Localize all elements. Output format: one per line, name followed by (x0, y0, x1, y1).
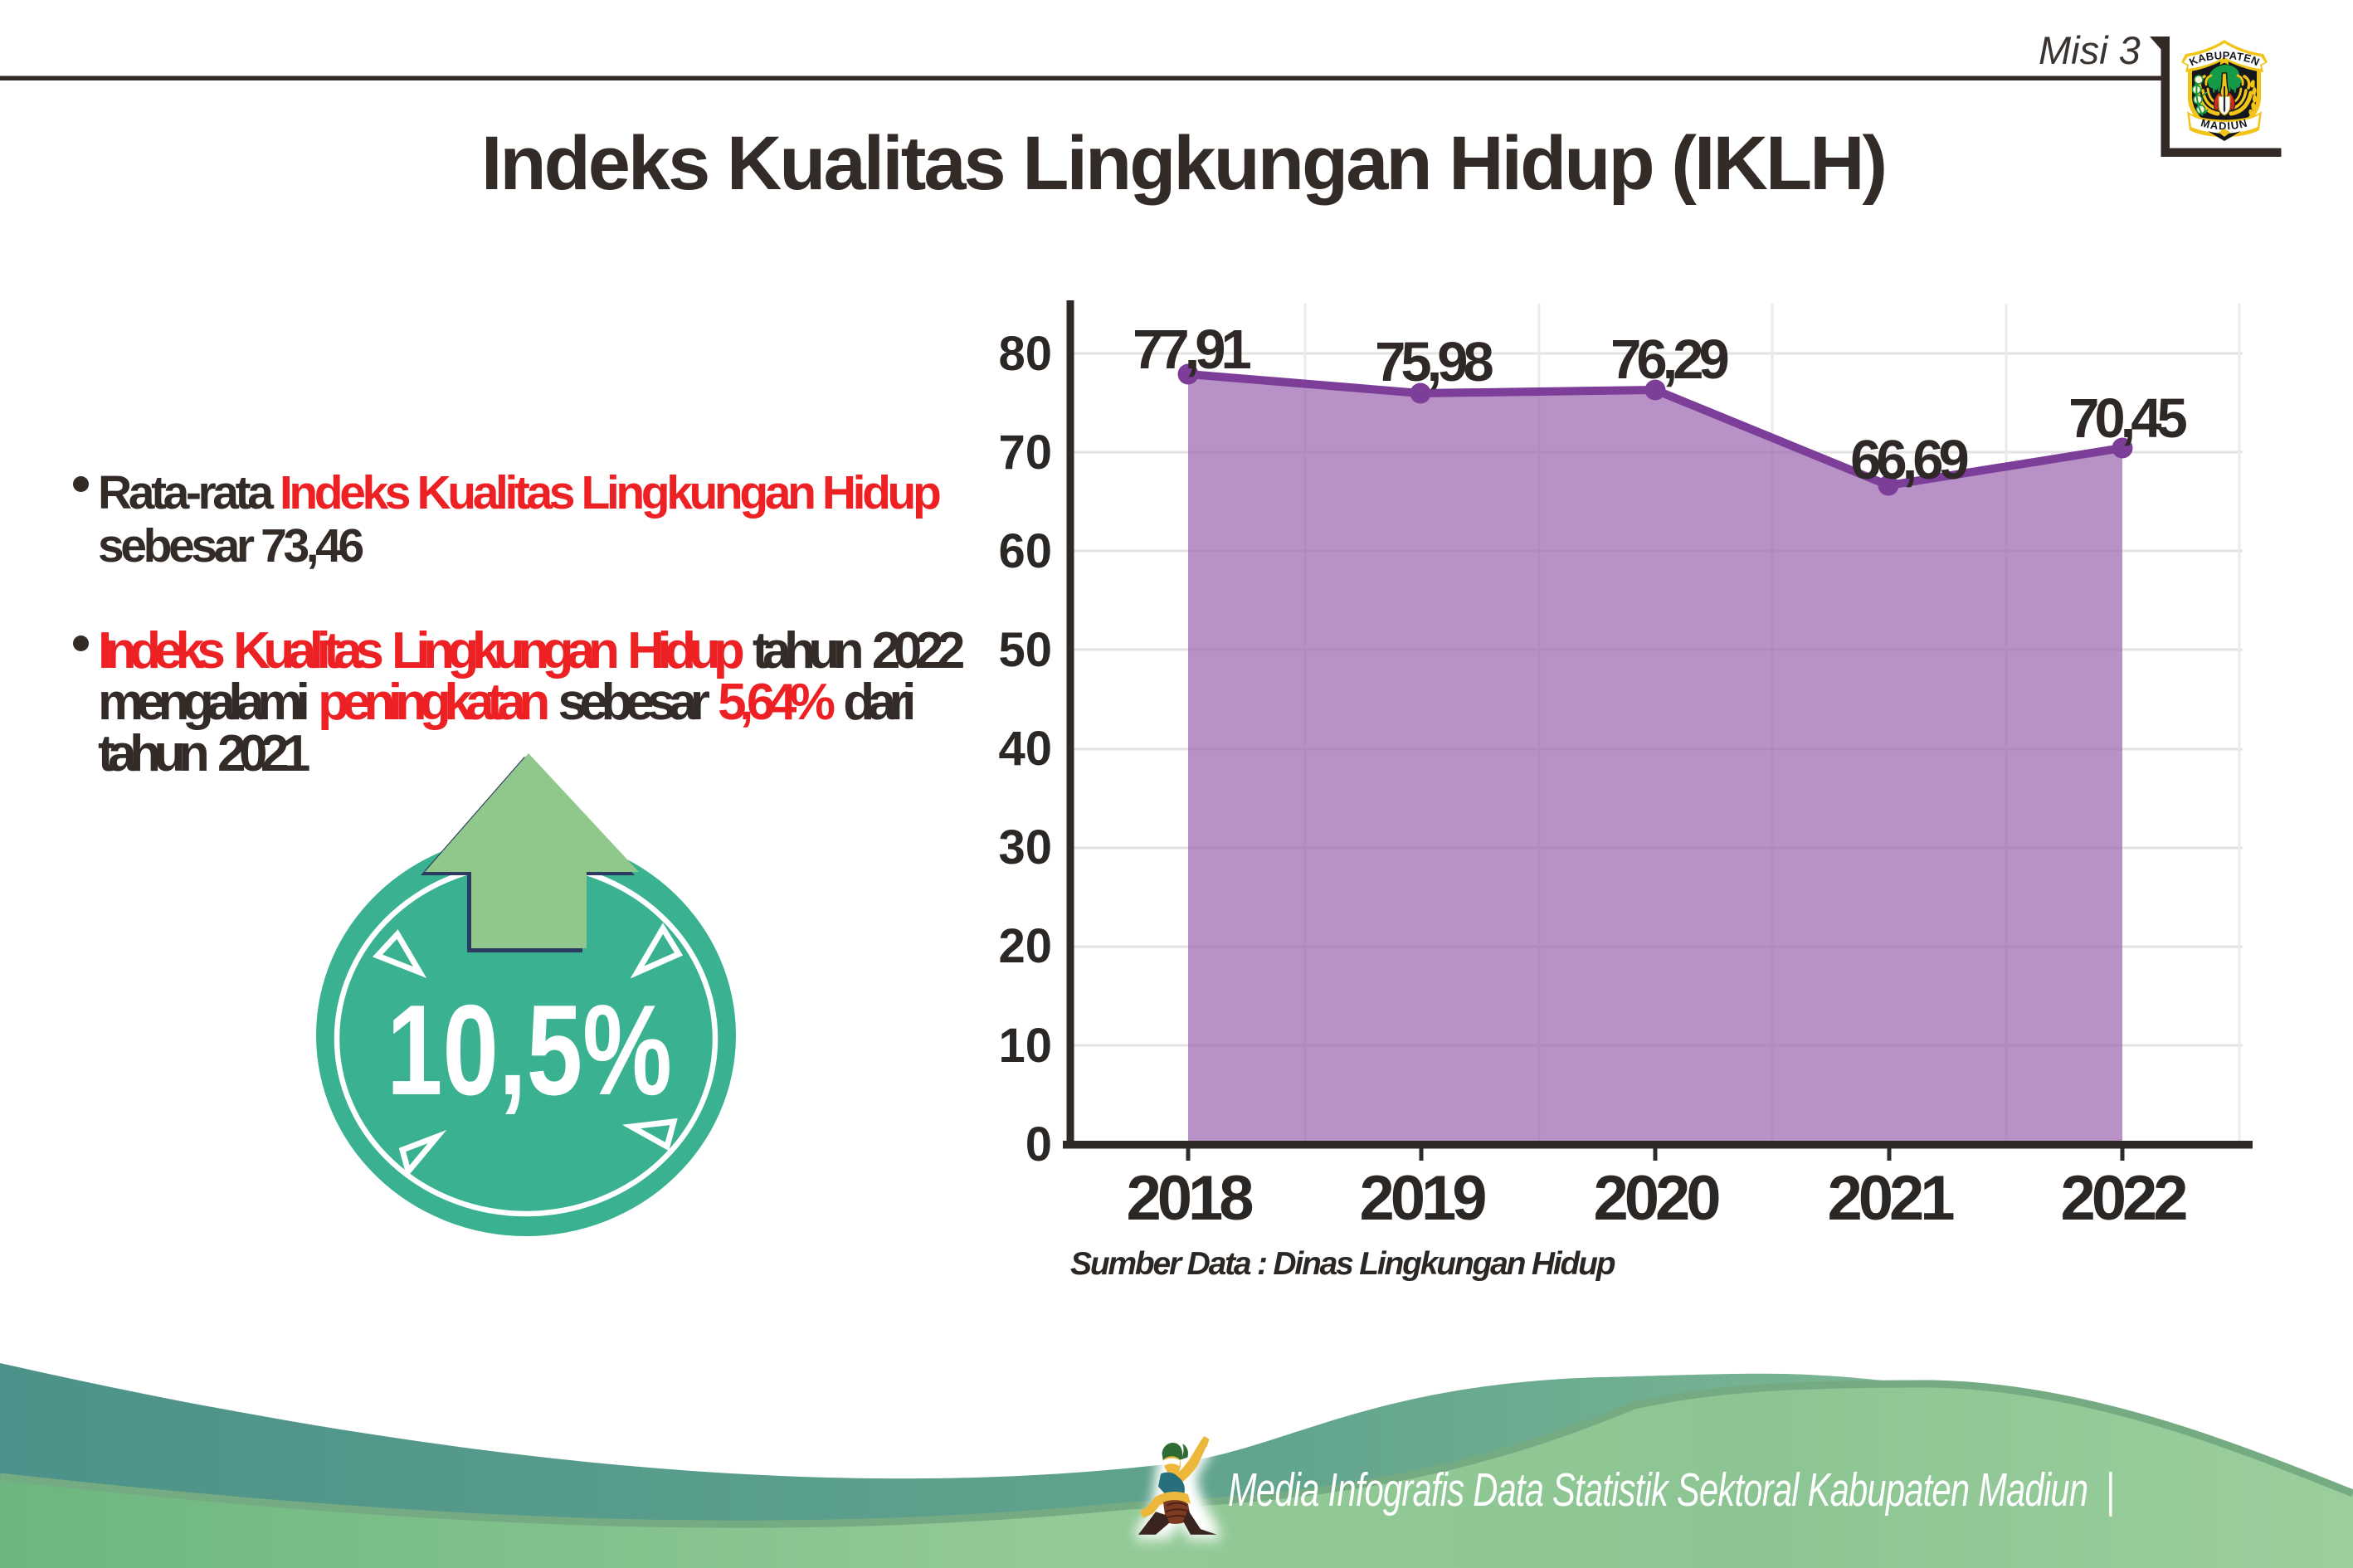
svg-text:76,29: 76,29 (1610, 329, 1727, 391)
svg-text:80: 80 (998, 327, 1052, 381)
svg-text:2020: 2020 (1593, 1163, 1719, 1234)
svg-text:70: 70 (998, 426, 1052, 480)
svg-text:MADIUN: MADIUN (2200, 116, 2249, 132)
svg-text:0: 0 (1025, 1118, 1052, 1171)
svg-text:50: 50 (998, 623, 1052, 677)
svg-text:2018: 2018 (1126, 1163, 1252, 1234)
svg-text:10,5%: 10,5% (387, 978, 672, 1122)
svg-text:2019: 2019 (1359, 1163, 1485, 1234)
svg-text:2022: 2022 (2060, 1163, 2186, 1234)
svg-text:70,45: 70,45 (2068, 387, 2186, 450)
svg-text:30: 30 (998, 821, 1052, 874)
svg-text:40: 40 (998, 722, 1052, 776)
svg-text:60: 60 (998, 524, 1052, 578)
svg-text:2021: 2021 (1827, 1163, 1954, 1234)
svg-text:66,69: 66,69 (1850, 429, 1967, 491)
svg-text:77,91: 77,91 (1133, 319, 1250, 381)
svg-text:10: 10 (998, 1019, 1052, 1073)
svg-text:20: 20 (998, 919, 1052, 973)
svg-text:75,98: 75,98 (1375, 331, 1493, 393)
